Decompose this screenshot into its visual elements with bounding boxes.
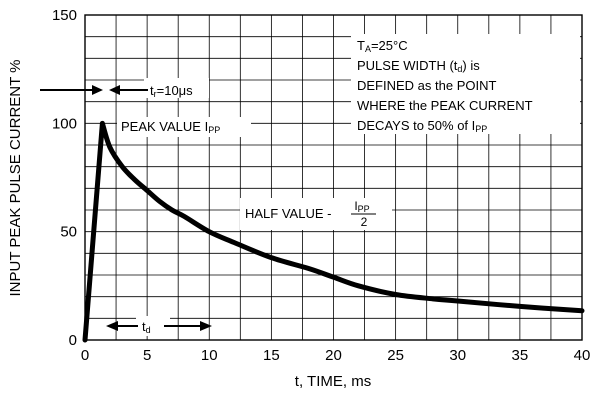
rise-time-label: tr=10μs [150,83,193,99]
rise-time-arrowhead-right [109,85,120,95]
y-tick-label: 150 [52,7,77,24]
y-tick-labels: 0 50 100 150 [52,7,77,349]
x-tick-label: 5 [143,347,151,364]
y-tick-label: 50 [60,224,77,241]
td-label: td [142,319,151,335]
pulse-curve [82,120,585,343]
td-arrowhead-right [200,321,212,331]
rise-time-bg [144,78,209,98]
peak-value-label: PEAK VALUE IPP [121,119,220,135]
td-arrowhead-left [106,321,118,331]
td-bg [136,316,170,336]
conditions-box [351,34,580,134]
condition-ta: TA=25°C [357,38,408,54]
condition-pulse-width: PULSE WIDTH (td) is [357,58,480,74]
half-value-numerator: IPP [354,199,369,214]
x-tick-label: 30 [449,347,466,364]
x-tick-label: 40 [574,347,591,364]
half-value-label: HALF VALUE - [245,206,331,221]
x-tick-labels: 0 5 10 15 20 25 30 35 40 [81,347,591,364]
condition-decays: DECAYS to 50% of IPP [357,118,487,134]
y-tick-label: 0 [69,332,77,349]
condition-defined: DEFINED as the POINT [357,78,496,93]
x-tick-label: 0 [81,347,89,364]
y-tick-label: 100 [52,115,77,132]
plot-frame [84,14,583,341]
x-tick-label: 25 [387,347,404,364]
x-tick-label: 15 [263,347,280,364]
half-value-denominator: 2 [361,215,368,229]
condition-where: WHERE the PEAK CURRENT [357,98,533,113]
peak-value-bg [117,117,251,137]
x-tick-label: 35 [512,347,529,364]
x-tick-label: 10 [201,347,218,364]
y-axis-label: INPUT PEAK PULSE CURRENT % [7,59,24,296]
x-tick-label: 20 [325,347,342,364]
rise-time-arrowhead-left [92,85,103,95]
x-axis-label: t, TIME, ms [295,373,371,390]
